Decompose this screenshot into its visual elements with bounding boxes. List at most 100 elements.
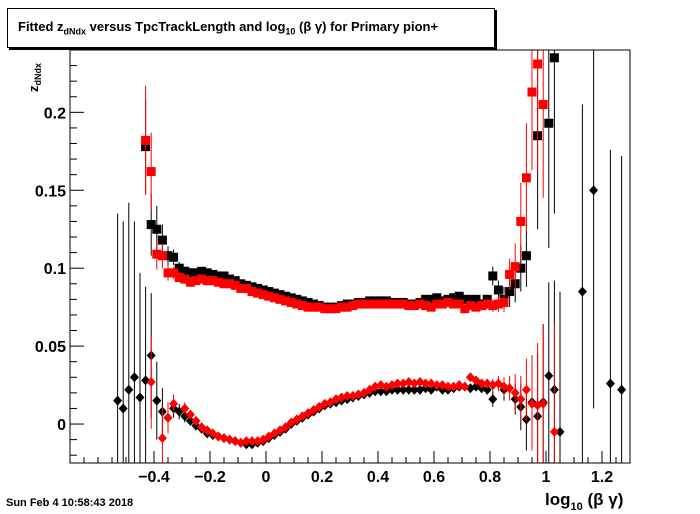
chart-title: Fitted zdNdx versus TpcTrackLength and l… (18, 19, 438, 37)
data-point (258, 285, 268, 295)
x-tick-label: 0.2 (311, 469, 333, 486)
data-point (269, 293, 279, 303)
x-tick-label: 1 (542, 469, 551, 486)
x-label-tail: (β γ) (583, 490, 624, 509)
data-point (292, 294, 302, 304)
x-tick-label: −0.4 (138, 469, 170, 486)
y-label-main: z (26, 85, 41, 92)
data-point (169, 268, 179, 278)
data-point (342, 302, 352, 312)
data-point (432, 299, 442, 309)
data-point (409, 384, 419, 395)
data-point (174, 263, 184, 273)
data-point (449, 293, 459, 303)
data-point (152, 224, 162, 234)
data-point (549, 426, 559, 437)
data-point (146, 220, 156, 230)
data-point (264, 291, 274, 301)
data-point (185, 277, 195, 287)
data-point (118, 403, 128, 414)
data-point (353, 299, 363, 309)
data-point (225, 274, 235, 284)
y-tick-label: 0.2 (44, 105, 66, 122)
title-prefix: Fitted z (18, 19, 64, 35)
y-tick-label: 0.15 (35, 183, 66, 200)
data-point (180, 274, 190, 284)
data-point (482, 384, 492, 395)
title-suffix: (β γ) for Primary pion+ (295, 19, 439, 35)
data-point (538, 100, 548, 110)
data-point (253, 288, 263, 298)
data-point (208, 276, 218, 286)
data-point (460, 294, 470, 304)
data-point (376, 386, 386, 397)
data-point (230, 280, 240, 290)
data-point (426, 302, 436, 312)
data-point (471, 302, 481, 312)
x-tick-label: 0.6 (423, 469, 445, 486)
data-point (247, 282, 257, 292)
data-point (247, 436, 257, 447)
data-point (169, 252, 179, 262)
series-layer (113, 50, 627, 463)
data-point (157, 433, 167, 444)
data-point (157, 251, 167, 261)
data-point (169, 398, 179, 409)
data-point (314, 302, 324, 312)
data-point (617, 384, 627, 395)
data-point (253, 283, 263, 293)
data-point (191, 415, 201, 426)
data-point (275, 290, 285, 300)
data-point (124, 384, 134, 395)
data-point (521, 384, 531, 395)
data-point (493, 299, 503, 309)
x-tick-label: 0 (262, 469, 271, 486)
data-point (157, 235, 167, 245)
data-point (393, 384, 403, 395)
data-point (589, 185, 599, 196)
x-tick-label: 1.2 (591, 469, 613, 486)
data-point (555, 426, 565, 437)
data-point (281, 422, 291, 433)
data-point (488, 271, 498, 281)
x-tick-label: 0.4 (367, 469, 389, 486)
data-point (303, 297, 313, 307)
data-point (605, 378, 615, 389)
data-point (113, 395, 123, 406)
data-point (129, 372, 139, 383)
data-point (409, 301, 419, 311)
data-point (152, 249, 162, 259)
data-point (185, 415, 195, 426)
data-point (152, 395, 162, 406)
data-point (477, 301, 487, 311)
data-point (505, 269, 515, 279)
data-point (247, 287, 257, 297)
data-point (297, 296, 307, 306)
data-point (505, 383, 515, 394)
data-point (146, 376, 156, 387)
y-label-sub: dNdx (33, 63, 43, 86)
data-point (415, 299, 425, 309)
timestamp: Sun Feb 4 10:58:43 2018 (6, 497, 134, 509)
data-point (342, 390, 352, 401)
data-point (135, 392, 145, 403)
data-point (516, 394, 526, 405)
data-point (505, 287, 515, 297)
data-point (286, 293, 296, 303)
data-point (163, 251, 173, 261)
data-point (376, 299, 386, 309)
data-point (309, 302, 319, 312)
data-point (527, 87, 537, 97)
data-point (421, 301, 431, 311)
data-point (465, 301, 475, 311)
data-point (493, 285, 503, 295)
data-point (516, 216, 526, 226)
title-subscript-log: 10 (285, 26, 296, 37)
data-point (236, 279, 246, 289)
data-point (454, 291, 464, 301)
data-point (549, 53, 559, 63)
x-label-sub: 10 (571, 501, 583, 513)
y-tick-label: 0.05 (35, 339, 66, 356)
data-point (454, 299, 464, 309)
data-point (510, 262, 520, 272)
